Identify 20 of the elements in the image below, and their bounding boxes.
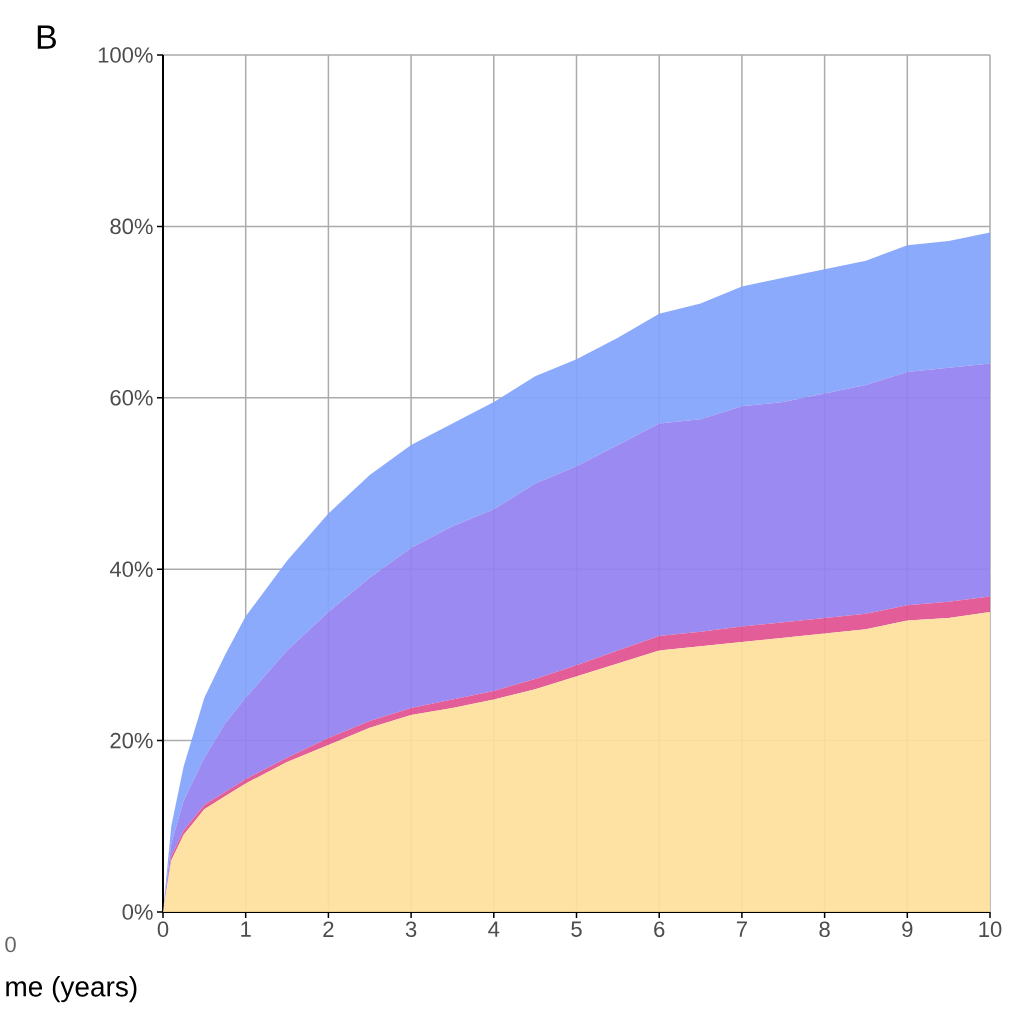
y-tick-label: 20%	[110, 732, 153, 749]
x-tick-label: 7	[736, 921, 747, 937]
x-tick-label: 5	[571, 921, 582, 937]
x-tick-label: 10	[979, 921, 1002, 938]
y-tick-label: 60%	[110, 390, 153, 406]
y-tick-label: 80%	[110, 218, 153, 235]
x-axis-title: me (years)	[6, 976, 137, 1003]
y-tick-label: 0%	[122, 904, 153, 920]
x-tick-label: 1	[241, 921, 251, 937]
y-tick-label: 40%	[109, 561, 153, 577]
x-tick-label: 0	[157, 921, 169, 938]
x-tick-label: 6	[654, 921, 665, 938]
x-tick-label: 4	[488, 921, 500, 937]
x-tick-label: 9	[902, 921, 913, 938]
x-tick-label: 2	[323, 921, 334, 937]
text: 0	[5, 936, 16, 953]
x-tick-label: 3	[405, 921, 417, 938]
chart-title: B	[37, 25, 56, 49]
x-tick-label: 8	[819, 921, 830, 938]
y-tick-label: 100%	[98, 47, 153, 63]
